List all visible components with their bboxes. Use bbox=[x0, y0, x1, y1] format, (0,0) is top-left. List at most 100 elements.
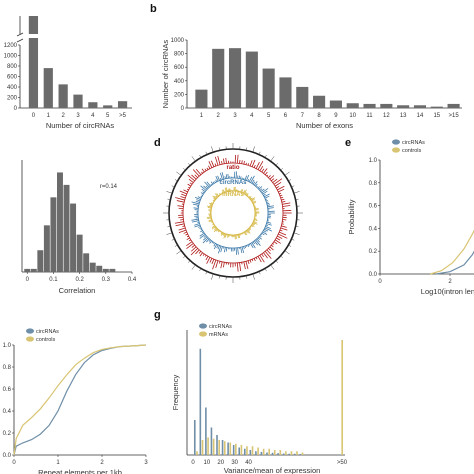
legend-swatch bbox=[392, 147, 400, 153]
mrna-track-spike bbox=[212, 199, 215, 202]
mrna-track-spike bbox=[225, 187, 228, 192]
mrna-track-spike bbox=[223, 233, 226, 239]
circrna-track-spike bbox=[192, 203, 199, 206]
mrna-track-spike bbox=[248, 196, 250, 198]
x-tick-label: 3 bbox=[144, 460, 148, 466]
bar bbox=[229, 442, 232, 455]
mrna-track-spike bbox=[223, 233, 225, 236]
circrna-track-label: circRNAs bbox=[219, 180, 247, 186]
mrna-track-spike bbox=[254, 208, 259, 210]
circrna-track-spike bbox=[263, 228, 269, 232]
circrna-track-spike bbox=[240, 247, 243, 254]
mrna-track-spike bbox=[251, 223, 255, 226]
chromosome-tick bbox=[187, 163, 191, 166]
bar bbox=[216, 435, 218, 455]
bar bbox=[273, 450, 276, 455]
mrna-track-spike bbox=[252, 200, 257, 204]
circrna-track-spike bbox=[216, 244, 219, 249]
bar bbox=[341, 340, 343, 455]
chromosome-tick bbox=[167, 226, 171, 228]
circrna-track-spike bbox=[251, 179, 255, 184]
bar bbox=[260, 451, 263, 455]
ratio-track-spike bbox=[198, 251, 202, 254]
ratio-track-spike bbox=[208, 165, 211, 169]
x-tick-label: 7 bbox=[301, 113, 305, 119]
mrna-track-spike bbox=[219, 230, 221, 233]
chromosome-tick bbox=[284, 250, 290, 255]
ratio-track-spike bbox=[177, 205, 184, 207]
mrna-track-spike bbox=[252, 222, 256, 225]
circrna-track-spike bbox=[211, 241, 214, 244]
ratio-track-spike bbox=[192, 169, 200, 177]
ratio-track-label: ratio bbox=[226, 165, 239, 171]
x-tick-label: 0.3 bbox=[102, 277, 111, 283]
bar bbox=[43, 68, 53, 108]
circrna-track-spike bbox=[243, 246, 245, 250]
bar bbox=[262, 448, 265, 455]
ratio-track-spike bbox=[186, 237, 190, 241]
ratio-track-spike bbox=[255, 162, 260, 169]
circrna-track-spike bbox=[225, 174, 228, 179]
bar bbox=[346, 103, 359, 108]
circrna-track-spike bbox=[194, 223, 200, 226]
ratio-track-spike bbox=[279, 192, 282, 195]
bar bbox=[339, 454, 341, 455]
x-tick-label: 15 bbox=[433, 113, 440, 119]
ratio-track-spike bbox=[273, 178, 283, 185]
chromosome-tick bbox=[252, 273, 255, 280]
ratio-track-spike bbox=[223, 262, 225, 268]
ratio-track-spike bbox=[202, 253, 205, 256]
bar bbox=[299, 454, 302, 455]
legend-label: circRNAs bbox=[402, 140, 425, 146]
mrna-track-spike bbox=[244, 191, 247, 195]
legend-swatch bbox=[199, 331, 207, 337]
circrna-track-spike bbox=[201, 231, 204, 233]
mrna-track-spike bbox=[254, 209, 259, 211]
ratio-track-spike bbox=[279, 194, 283, 197]
circrna-track-spike bbox=[217, 245, 220, 250]
bar bbox=[277, 453, 279, 455]
ratio-track-spike bbox=[175, 197, 185, 201]
bar bbox=[301, 452, 304, 455]
chromosome-tick bbox=[295, 198, 299, 200]
y-tick-label: 0.4 bbox=[369, 226, 378, 232]
x-tick-label: 5 bbox=[106, 113, 110, 119]
circrna-track-spike bbox=[213, 242, 215, 244]
ratio-track-spike bbox=[239, 262, 242, 272]
mrna-track-spike bbox=[211, 225, 216, 228]
y-tick-label: 0.2 bbox=[3, 431, 12, 437]
bar bbox=[293, 453, 296, 455]
circrna-track-spike bbox=[255, 183, 258, 187]
ratio-track-spike bbox=[266, 249, 271, 255]
chromosome-tick bbox=[280, 167, 283, 171]
mrna-track-spike bbox=[220, 193, 222, 195]
x-axis-label: Log10(intron leng bbox=[421, 287, 474, 296]
x-tick-label: 6 bbox=[284, 113, 288, 119]
histogram-bar bbox=[24, 268, 31, 272]
ratio-track-spike bbox=[210, 160, 215, 167]
chromosome-tick bbox=[291, 238, 295, 241]
ratio-track-spike bbox=[183, 189, 188, 193]
ratio-track-spike bbox=[206, 257, 211, 264]
mrna-track-spike bbox=[224, 187, 227, 193]
x-tick-label: 20 bbox=[217, 460, 224, 466]
ratio-track-spike bbox=[221, 160, 223, 165]
legend-swatch bbox=[199, 323, 207, 329]
x-tick-label: 9 bbox=[334, 113, 338, 119]
ratio-track-spike bbox=[251, 259, 254, 262]
ratio-track-spike bbox=[278, 233, 288, 239]
ratio-track-spike bbox=[191, 174, 197, 180]
mrna-track-spike bbox=[213, 224, 215, 226]
mrna-track-spike bbox=[212, 195, 217, 200]
ratio-track-spike bbox=[195, 168, 202, 175]
mrna-track-spike bbox=[237, 234, 239, 239]
chromosome-tick bbox=[293, 232, 300, 235]
x-tick-label: 2 bbox=[100, 460, 104, 466]
mrna-track-spike bbox=[243, 189, 247, 195]
circrna-track-spike bbox=[257, 186, 260, 189]
bar bbox=[266, 452, 268, 455]
circrna-track-spike bbox=[193, 207, 199, 209]
mrna-track-spike bbox=[250, 197, 256, 201]
bar bbox=[103, 105, 113, 108]
mrna-track-spike bbox=[250, 197, 253, 200]
